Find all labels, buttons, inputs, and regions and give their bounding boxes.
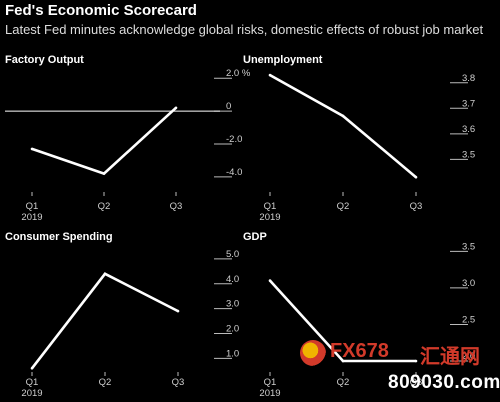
data-point <box>268 73 272 77</box>
x-tick-label: Q2 <box>337 201 350 212</box>
y-tick-label: 3.7 <box>462 98 475 109</box>
x-tick-label: Q1 <box>26 201 39 212</box>
y-tick-label: 2.0 % <box>226 68 251 79</box>
series-line <box>31 106 177 176</box>
y-tick-label: 5.0 <box>226 249 239 260</box>
y-tick-label: 3.0 <box>226 299 239 310</box>
watermark-brand-cn: 汇通网 <box>420 346 480 368</box>
x-tick-label: Q3 <box>410 377 423 388</box>
y-tick-label: 1.0 <box>226 348 239 359</box>
watermark-domain: 809030.com <box>388 372 500 393</box>
y-tick-label: 3.5 <box>462 241 475 252</box>
x-tick-label: Q1 <box>264 377 277 388</box>
x-tick-label: Q1 <box>26 377 39 388</box>
x-tick-label: Q1 <box>264 201 277 212</box>
x-tick-label: Q2 <box>337 377 350 388</box>
data-point <box>268 279 272 282</box>
x-tick-label: Q3 <box>172 377 185 388</box>
y-tick-label: 3.8 <box>462 73 475 84</box>
data-point <box>176 309 180 313</box>
watermark: FX678 汇通网 809030.com <box>268 340 500 402</box>
data-point <box>341 114 345 118</box>
data-point <box>341 359 345 363</box>
panel-title: Factory Output <box>5 54 84 66</box>
y-tick-label: 0 <box>226 101 231 112</box>
series-line <box>269 73 417 179</box>
data-point <box>414 359 418 363</box>
x-tick-label: Q3 <box>170 201 183 212</box>
data-point <box>174 106 178 110</box>
x-tick-label: Q3 <box>410 201 423 212</box>
x-tick-sublabel: 2019 <box>21 388 42 399</box>
data-point <box>30 147 34 151</box>
y-tick-label: 3.0 <box>462 278 475 289</box>
y-tick-label: 2.0 <box>226 323 239 334</box>
data-point <box>103 272 107 276</box>
data-point <box>102 172 106 175</box>
y-tick-label: 3.6 <box>462 124 475 135</box>
y-tick-label: 3.5 <box>462 149 475 160</box>
x-tick-sublabel: 2019 <box>21 212 42 223</box>
x-tick-label: Q2 <box>99 377 112 388</box>
watermark-logo-icon <box>300 340 326 366</box>
watermark-brand: FX678 <box>330 340 389 362</box>
page-subtitle: Latest Fed minutes acknowledge global ri… <box>5 22 484 37</box>
x-tick-sublabel: 2019 <box>259 212 280 223</box>
y-tick-label: -2.0 <box>226 134 242 145</box>
y-tick-label: 2.5 <box>462 314 475 325</box>
panel-title: Unemployment <box>243 54 323 66</box>
y-tick-label: 2.0 <box>462 351 475 362</box>
y-tick-label: 4.0 <box>226 274 239 285</box>
y-tick-label: -4.0 <box>226 167 242 178</box>
x-tick-sublabel: 2019 <box>259 388 280 399</box>
x-tick-label: Q2 <box>98 201 111 212</box>
data-point <box>414 175 418 179</box>
panel-title: GDP <box>243 231 267 243</box>
page-title: Fed's Economic Scorecard <box>5 2 197 19</box>
data-point <box>30 366 34 370</box>
panel-title: Consumer Spending <box>5 231 113 243</box>
series-line <box>30 272 179 370</box>
